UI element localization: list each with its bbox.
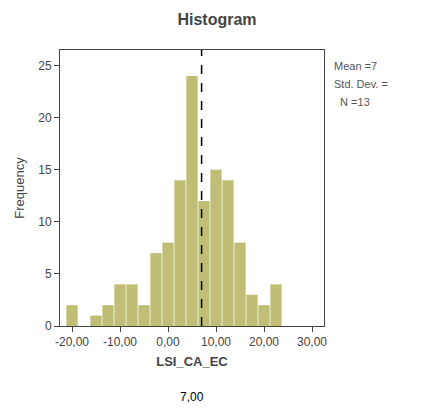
svg-text:5: 5 (45, 267, 52, 281)
svg-text:15: 15 (38, 163, 52, 177)
svg-text:LSI_CA_EC: LSI_CA_EC (156, 354, 228, 369)
svg-text:30,00: 30,00 (297, 335, 327, 349)
svg-text:0,00: 0,00 (156, 335, 180, 349)
svg-text:Histogram: Histogram (177, 11, 256, 28)
svg-text:25: 25 (38, 59, 52, 73)
svg-text:-10,00: -10,00 (103, 335, 137, 349)
svg-text:20: 20 (38, 111, 52, 125)
svg-text:Std. Dev. =: Std. Dev. = (334, 78, 388, 90)
svg-text:Frequency: Frequency (12, 157, 27, 219)
svg-text:7,00: 7,00 (180, 390, 204, 404)
svg-text:-20,00: -20,00 (55, 335, 89, 349)
svg-text:0: 0 (45, 319, 52, 333)
svg-text:N =13: N =13 (334, 96, 370, 108)
svg-text:Mean =7: Mean =7 (334, 60, 377, 72)
svg-text:20,00: 20,00 (249, 335, 279, 349)
svg-text:10: 10 (38, 215, 52, 229)
svg-text:10,00: 10,00 (201, 335, 231, 349)
